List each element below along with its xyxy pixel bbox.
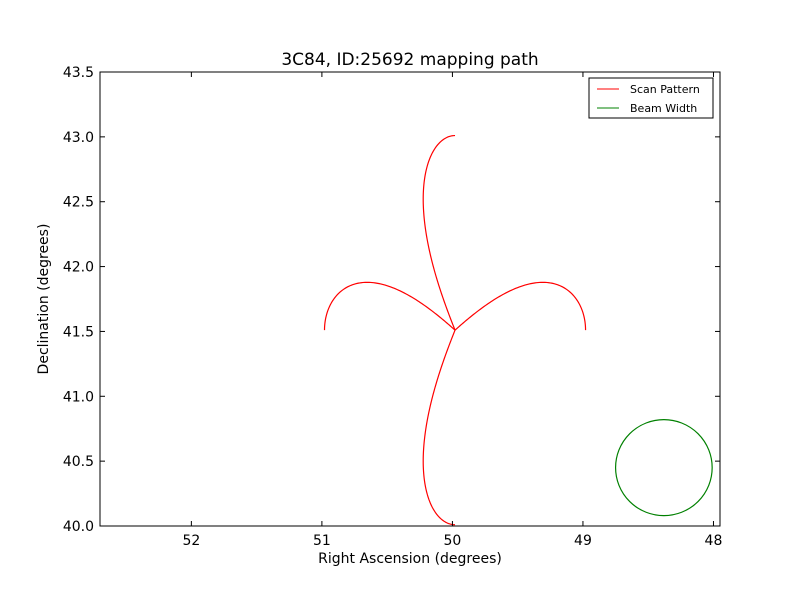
plot-area: [99, 71, 721, 527]
y-tick-label: 43.5: [63, 65, 94, 81]
beam-width-circle: [614, 419, 713, 517]
legend-label-beam-width: Beam Width: [630, 102, 697, 115]
x-tick-label: 50: [444, 533, 462, 549]
x-axis: 52 51 50 49 48: [182, 72, 722, 549]
legend-box: [588, 77, 714, 119]
scan-pattern-petal: [454, 281, 587, 331]
scan-pattern-petal: [422, 329, 456, 526]
x-tick-label: 49: [574, 533, 592, 549]
legend: Scan Pattern Beam Width: [588, 77, 714, 119]
y-axis: 40.0 40.5 41.0 41.5 42.0 42.5 43.0 43.5: [63, 65, 720, 535]
y-tick-label: 40.5: [63, 454, 94, 470]
series-layer: [323, 134, 713, 526]
y-tick-label: 41.5: [63, 324, 94, 340]
x-tick-label: 51: [313, 533, 331, 549]
chart-title: 3C84, ID:25692 mapping path: [281, 50, 538, 70]
legend-label-scan-pattern: Scan Pattern: [630, 83, 700, 96]
x-axis-label: Right Ascension (degrees): [318, 551, 502, 567]
x-tick-label: 48: [705, 533, 723, 549]
scan-pattern-petal: [323, 281, 456, 331]
scan-pattern-petal: [422, 134, 456, 331]
y-tick-label: 43.0: [63, 130, 94, 146]
plot-frame: [99, 71, 721, 527]
y-tick-label: 41.0: [63, 389, 94, 405]
y-tick-label: 42.5: [63, 195, 94, 211]
x-tick-label: 52: [182, 533, 200, 549]
y-tick-label: 42.0: [63, 260, 94, 276]
y-axis-label: Declination (degrees): [36, 224, 52, 375]
y-tick-label: 40.0: [63, 519, 94, 535]
